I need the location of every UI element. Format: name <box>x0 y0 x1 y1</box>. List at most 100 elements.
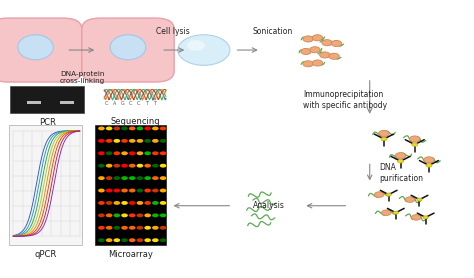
Circle shape <box>144 164 151 168</box>
Circle shape <box>152 151 159 155</box>
Circle shape <box>137 176 143 180</box>
Circle shape <box>114 226 120 230</box>
Circle shape <box>144 214 151 217</box>
Circle shape <box>152 139 159 143</box>
Circle shape <box>160 164 166 168</box>
Circle shape <box>98 226 105 230</box>
Circle shape <box>310 47 320 53</box>
Circle shape <box>144 151 151 155</box>
Circle shape <box>106 164 112 168</box>
Circle shape <box>312 35 323 41</box>
Circle shape <box>137 151 143 155</box>
Text: PCR: PCR <box>39 118 55 126</box>
Circle shape <box>98 176 105 180</box>
Circle shape <box>98 188 105 192</box>
Circle shape <box>98 126 105 130</box>
Circle shape <box>114 164 120 168</box>
Circle shape <box>129 126 136 130</box>
Circle shape <box>106 201 112 205</box>
Circle shape <box>121 126 128 130</box>
Circle shape <box>382 210 391 215</box>
Circle shape <box>121 201 128 205</box>
Circle shape <box>303 61 313 67</box>
Circle shape <box>106 238 112 242</box>
Text: Cell lysis: Cell lysis <box>156 27 190 36</box>
Text: DNA-protein
cross-linking: DNA-protein cross-linking <box>59 71 105 84</box>
Circle shape <box>426 164 432 167</box>
Circle shape <box>129 188 136 192</box>
Circle shape <box>379 130 389 136</box>
Text: C: C <box>137 101 141 106</box>
Circle shape <box>160 139 166 143</box>
Circle shape <box>301 48 311 54</box>
FancyBboxPatch shape <box>9 125 82 245</box>
Text: C: C <box>129 101 133 106</box>
Circle shape <box>160 238 166 242</box>
Circle shape <box>187 40 205 51</box>
Circle shape <box>152 201 159 205</box>
Circle shape <box>114 188 120 192</box>
Circle shape <box>322 40 332 46</box>
Circle shape <box>374 192 384 197</box>
Text: qPCR: qPCR <box>34 250 56 259</box>
FancyBboxPatch shape <box>27 101 41 104</box>
Circle shape <box>121 151 128 155</box>
Circle shape <box>106 151 112 155</box>
Circle shape <box>98 151 105 155</box>
Circle shape <box>137 164 143 168</box>
Circle shape <box>411 215 421 220</box>
Text: Sonication: Sonication <box>253 27 292 36</box>
FancyBboxPatch shape <box>0 18 82 82</box>
Circle shape <box>160 176 166 180</box>
Circle shape <box>137 214 143 217</box>
Circle shape <box>178 35 230 65</box>
Circle shape <box>160 126 166 130</box>
Circle shape <box>393 211 398 214</box>
Circle shape <box>114 139 120 143</box>
Ellipse shape <box>18 35 53 60</box>
Circle shape <box>152 188 159 192</box>
Text: A: A <box>113 101 117 106</box>
Circle shape <box>412 143 418 146</box>
Circle shape <box>114 201 120 205</box>
Circle shape <box>410 136 420 142</box>
Circle shape <box>121 139 128 143</box>
Text: Sequencing: Sequencing <box>110 117 160 126</box>
Circle shape <box>114 176 120 180</box>
Circle shape <box>144 139 151 143</box>
Circle shape <box>114 214 120 217</box>
Circle shape <box>106 214 112 217</box>
Circle shape <box>329 53 339 59</box>
Circle shape <box>98 238 105 242</box>
Text: T: T <box>146 101 148 106</box>
Circle shape <box>405 197 415 202</box>
Circle shape <box>129 201 136 205</box>
FancyBboxPatch shape <box>60 101 74 104</box>
Circle shape <box>152 176 159 180</box>
Circle shape <box>137 238 143 242</box>
Circle shape <box>129 238 136 242</box>
Circle shape <box>144 226 151 230</box>
Text: G: G <box>121 101 125 106</box>
Circle shape <box>121 214 128 217</box>
Circle shape <box>160 151 166 155</box>
Circle shape <box>137 201 143 205</box>
Circle shape <box>106 139 112 143</box>
Text: C: C <box>105 101 109 106</box>
Circle shape <box>137 188 143 192</box>
Circle shape <box>137 126 143 130</box>
Text: T: T <box>154 101 156 106</box>
Circle shape <box>137 139 143 143</box>
Circle shape <box>398 160 403 163</box>
Circle shape <box>144 126 151 130</box>
Circle shape <box>152 238 159 242</box>
Circle shape <box>160 201 166 205</box>
Circle shape <box>137 226 143 230</box>
FancyBboxPatch shape <box>82 18 174 82</box>
Circle shape <box>121 188 128 192</box>
Circle shape <box>129 176 136 180</box>
Circle shape <box>121 164 128 168</box>
FancyBboxPatch shape <box>95 125 166 245</box>
Circle shape <box>160 188 166 192</box>
Circle shape <box>152 164 159 168</box>
